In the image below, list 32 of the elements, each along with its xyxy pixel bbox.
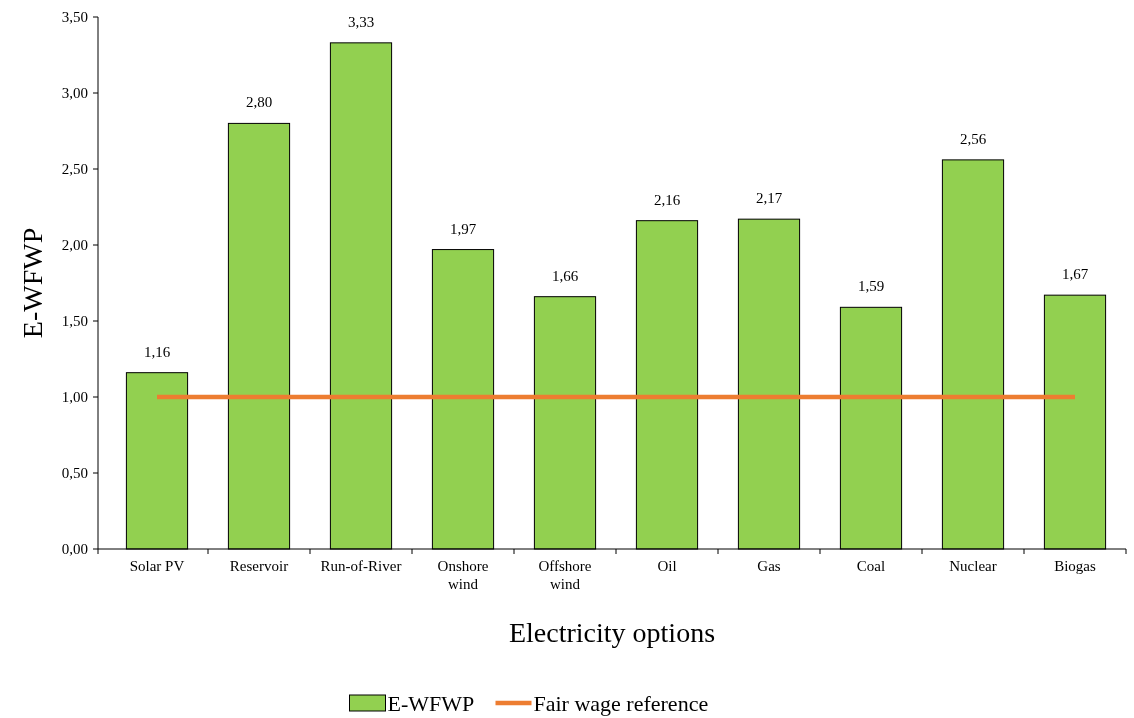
x-tick-label: Solar PV	[129, 558, 185, 574]
y-tick-label: 0,50	[61, 465, 88, 482]
legend-label: E-WFWP	[387, 690, 475, 716]
x-tick-label: Reservoir	[229, 558, 289, 574]
x-tick-label: Coal	[856, 558, 886, 574]
data-label: 1,16	[143, 343, 171, 360]
x-tick-label: Offshore wind	[538, 558, 592, 592]
y-tick-label: 2,00	[61, 237, 88, 254]
y-tick-label: 0,00	[61, 541, 88, 558]
legend-label: Fair wage reference	[533, 690, 709, 716]
y-tick-label: 3,00	[61, 85, 88, 102]
x-axis-title: Electricity options	[508, 617, 716, 648]
y-tick-label: 3,50	[61, 9, 88, 26]
x-tick-label: Biogas	[1054, 558, 1096, 574]
y-axis-title: E-WFWP	[17, 227, 48, 339]
data-label: 1,59	[857, 278, 885, 295]
data-label: 1,66	[551, 267, 579, 284]
data-label: 2,80	[245, 94, 273, 111]
x-tick-label: Run-of-River	[320, 558, 402, 574]
y-tick-label: 1,50	[61, 313, 88, 330]
x-tick-label: Gas	[757, 558, 781, 574]
x-tick-label: Nuclear	[949, 558, 997, 574]
data-label: 1,97	[449, 220, 477, 237]
y-tick-label: 1,00	[61, 389, 88, 406]
y-tick-label: 2,50	[61, 161, 88, 178]
data-label: 3,33	[347, 13, 375, 30]
data-label: 1,67	[1061, 266, 1089, 283]
data-label: 2,17	[755, 190, 783, 207]
data-label: 2,16	[653, 191, 681, 208]
data-label: 2,56	[959, 130, 987, 147]
x-tick-label: Onshore wind	[437, 558, 489, 592]
x-tick-label: Oil	[657, 558, 677, 574]
